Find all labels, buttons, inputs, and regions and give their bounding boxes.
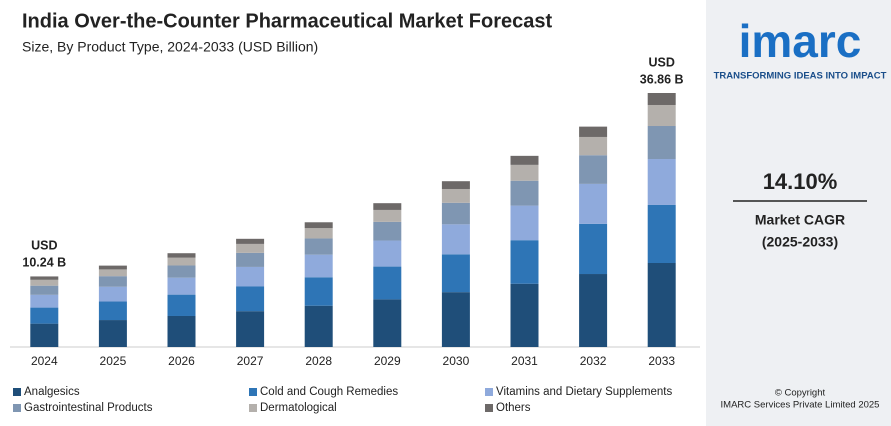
bar-segment <box>510 155 539 165</box>
bar-segment <box>98 320 127 347</box>
bar-segment <box>304 222 333 229</box>
bar-segment <box>510 240 539 284</box>
bar-segment <box>304 254 333 278</box>
bar-segment <box>167 315 196 347</box>
bar-segment <box>30 279 59 286</box>
legend-label: Cold and Cough Remedies <box>260 386 398 398</box>
tagline: TRANSFORMING IDEAS INTO IMPACT <box>714 71 887 82</box>
legend-label: Others <box>496 402 531 414</box>
legend-swatch <box>485 388 493 396</box>
bar-segment <box>373 240 402 267</box>
bar-segment <box>510 180 539 206</box>
legend-label: Analgesics <box>24 386 80 398</box>
total-label: USD <box>648 55 674 69</box>
bar-segment <box>647 262 676 347</box>
bar-segment <box>304 305 333 347</box>
bar-segment <box>579 155 608 184</box>
bar-segment <box>167 277 196 295</box>
bar-segment <box>647 126 676 160</box>
total-label: 36.86 B <box>640 72 684 86</box>
bar-segment <box>30 307 59 324</box>
x-tick-label: 2028 <box>305 354 332 368</box>
bar-segment <box>98 276 127 287</box>
legend-swatch <box>485 404 493 412</box>
bar-segment <box>647 159 676 205</box>
bar-segment <box>98 301 127 321</box>
legend-swatch <box>249 404 257 412</box>
bar-segment <box>579 223 608 275</box>
x-tick-label: 2027 <box>237 354 264 368</box>
bar-segment <box>236 243 265 253</box>
bar-segment <box>236 266 265 287</box>
bar-segment <box>167 265 196 278</box>
copyright: IMARC Services Private Limited 2025 <box>721 400 880 411</box>
bar-segment <box>441 181 470 189</box>
bar-segment <box>98 265 127 270</box>
legend-label: Vitamins and Dietary Supplements <box>496 386 672 398</box>
legend-swatch <box>249 388 257 396</box>
x-tick-label: 2029 <box>374 354 401 368</box>
bar-segment <box>373 209 402 222</box>
bar-segment <box>441 188 470 203</box>
chart-title: India Over-the-Counter Pharmaceutical Ma… <box>22 10 552 32</box>
bar-segment <box>579 274 608 347</box>
bar-segment <box>167 294 196 316</box>
bar-segment <box>236 311 265 347</box>
cagr-period: (2025-2033) <box>762 234 838 250</box>
bar-segment <box>30 323 59 347</box>
bar-segment <box>647 93 676 105</box>
bar-segment <box>647 104 676 127</box>
total-label: 10.24 B <box>22 256 66 270</box>
bar-segment <box>373 299 402 347</box>
bar-segment <box>373 203 402 210</box>
bar-segment <box>30 276 59 280</box>
bar-segment <box>510 205 539 241</box>
bar-segment <box>30 294 59 308</box>
bar-segment <box>304 228 333 239</box>
bar-segment <box>510 164 539 181</box>
legend-swatch <box>13 388 21 396</box>
bar-segment <box>98 286 127 302</box>
x-tick-label: 2033 <box>648 354 675 368</box>
bar-segment <box>236 238 265 244</box>
bar-segment <box>373 221 402 241</box>
total-label: USD <box>31 239 57 253</box>
bar-segment <box>647 204 676 263</box>
bar-segment <box>304 277 333 306</box>
logo: imarc <box>739 15 862 67</box>
bar-segment <box>441 224 470 255</box>
bar-segment <box>579 136 608 156</box>
x-tick-label: 2025 <box>100 354 127 368</box>
x-tick-label: 2024 <box>31 354 58 368</box>
bar-segment <box>304 238 333 255</box>
legend-label: Dermatological <box>260 402 337 414</box>
x-tick-label: 2031 <box>511 354 538 368</box>
legend-label: Gastrointestinal Products <box>24 402 153 414</box>
bar-segment <box>441 202 470 225</box>
bar-segment <box>373 266 402 300</box>
side-panel <box>706 0 891 426</box>
x-tick-label: 2032 <box>580 354 607 368</box>
copyright: © Copyright <box>775 388 826 399</box>
bar-segment <box>441 254 470 293</box>
bar-segment <box>167 253 196 258</box>
bar-segment <box>236 252 265 267</box>
bar-segment <box>98 269 127 277</box>
legend-swatch <box>13 404 21 412</box>
x-tick-label: 2030 <box>443 354 470 368</box>
x-tick-label: 2026 <box>168 354 195 368</box>
cagr-value: 14.10% <box>763 169 838 194</box>
bar-segment <box>510 283 539 347</box>
bar-segment <box>236 286 265 312</box>
chart-subtitle: Size, By Product Type, 2024-2033 (USD Bi… <box>22 39 318 55</box>
bar-segment <box>30 285 59 295</box>
cagr-label: Market CAGR <box>755 212 845 228</box>
bar-segment <box>167 257 196 266</box>
bar-segment <box>441 292 470 347</box>
bar-segment <box>579 126 608 137</box>
bar-segment <box>579 183 608 224</box>
